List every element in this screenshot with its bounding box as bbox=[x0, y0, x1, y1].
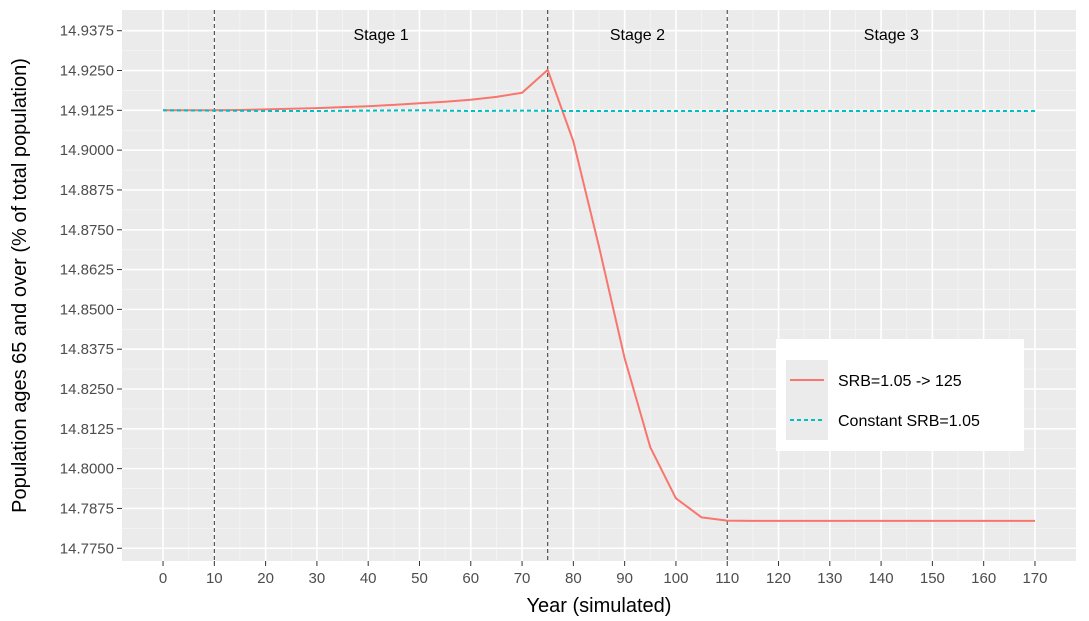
x-tick-label: 20 bbox=[257, 570, 274, 587]
y-tick-label: 14.8625 bbox=[60, 262, 114, 279]
y-tick-label: 14.8750 bbox=[60, 222, 114, 239]
y-tick-label: 14.8250 bbox=[60, 381, 114, 398]
x-tick-label: 0 bbox=[159, 570, 167, 587]
y-tick-label: 14.7875 bbox=[60, 500, 114, 517]
y-tick-label: 14.9000 bbox=[60, 142, 114, 159]
x-tick-label: 30 bbox=[309, 570, 326, 587]
y-tick-label: 14.9375 bbox=[60, 23, 114, 40]
x-tick-label: 170 bbox=[1022, 570, 1047, 587]
legend-label-srb-change: SRB=1.05 -> 125 bbox=[838, 373, 962, 390]
x-axis-title: Year (simulated) bbox=[527, 595, 672, 617]
series-line-constant-srb bbox=[162, 109, 1035, 112]
x-tick-label: 60 bbox=[462, 570, 479, 587]
x-tick-label: 50 bbox=[411, 570, 428, 587]
x-tick-label: 140 bbox=[869, 570, 894, 587]
y-axis-title: Population ages 65 and over (% of total … bbox=[9, 58, 31, 513]
x-tick-label: 70 bbox=[514, 570, 531, 587]
stage-label: Stage 2 bbox=[610, 27, 665, 44]
series-line-srb-change bbox=[163, 68, 1035, 522]
stage-labels: Stage 1 Stage 2 Stage 3 bbox=[353, 27, 919, 44]
y-tick-label: 14.8375 bbox=[60, 341, 114, 358]
x-tick-label: 120 bbox=[766, 570, 791, 587]
x-tick-label: 10 bbox=[206, 570, 223, 587]
y-tick-label: 14.8875 bbox=[60, 182, 114, 199]
x-tick-label: 90 bbox=[616, 570, 633, 587]
x-tick-label: 110 bbox=[715, 570, 739, 587]
y-tick-label: 14.7750 bbox=[60, 540, 114, 557]
stage-divider-lines bbox=[213, 10, 728, 561]
x-tick-label: 160 bbox=[971, 570, 996, 587]
y-axis-ticks: 14.7750 14.7875 14.8000 14.8125 14.8250 14.83… bbox=[60, 23, 122, 557]
y-tick-label: 14.8125 bbox=[60, 421, 114, 438]
y-tick-label: 14.8500 bbox=[60, 301, 114, 318]
x-tick-label: 130 bbox=[817, 570, 842, 587]
legend-label-constant-srb: Constant SRB=1.05 bbox=[838, 413, 980, 430]
data-series bbox=[162, 68, 1035, 522]
stage-label: Stage 1 bbox=[353, 27, 408, 44]
legend: SRB=1.05 -> 125 Constant SRB=1.05 bbox=[776, 339, 1024, 451]
y-tick-label: 14.9250 bbox=[60, 63, 114, 80]
x-tick-label: 80 bbox=[565, 570, 582, 587]
x-tick-label: 40 bbox=[360, 570, 377, 587]
y-tick-label: 14.9125 bbox=[60, 102, 114, 119]
stage-label: Stage 3 bbox=[864, 27, 919, 44]
x-tick-label: 150 bbox=[920, 570, 945, 587]
x-axis-ticks: 0 10 20 30 40 50 60 70 80 90 100 110 120 130 140 150 160… bbox=[159, 561, 1047, 587]
x-tick-label: 100 bbox=[663, 570, 688, 587]
major-grid bbox=[122, 10, 1076, 561]
y-tick-label: 14.8000 bbox=[60, 461, 114, 478]
